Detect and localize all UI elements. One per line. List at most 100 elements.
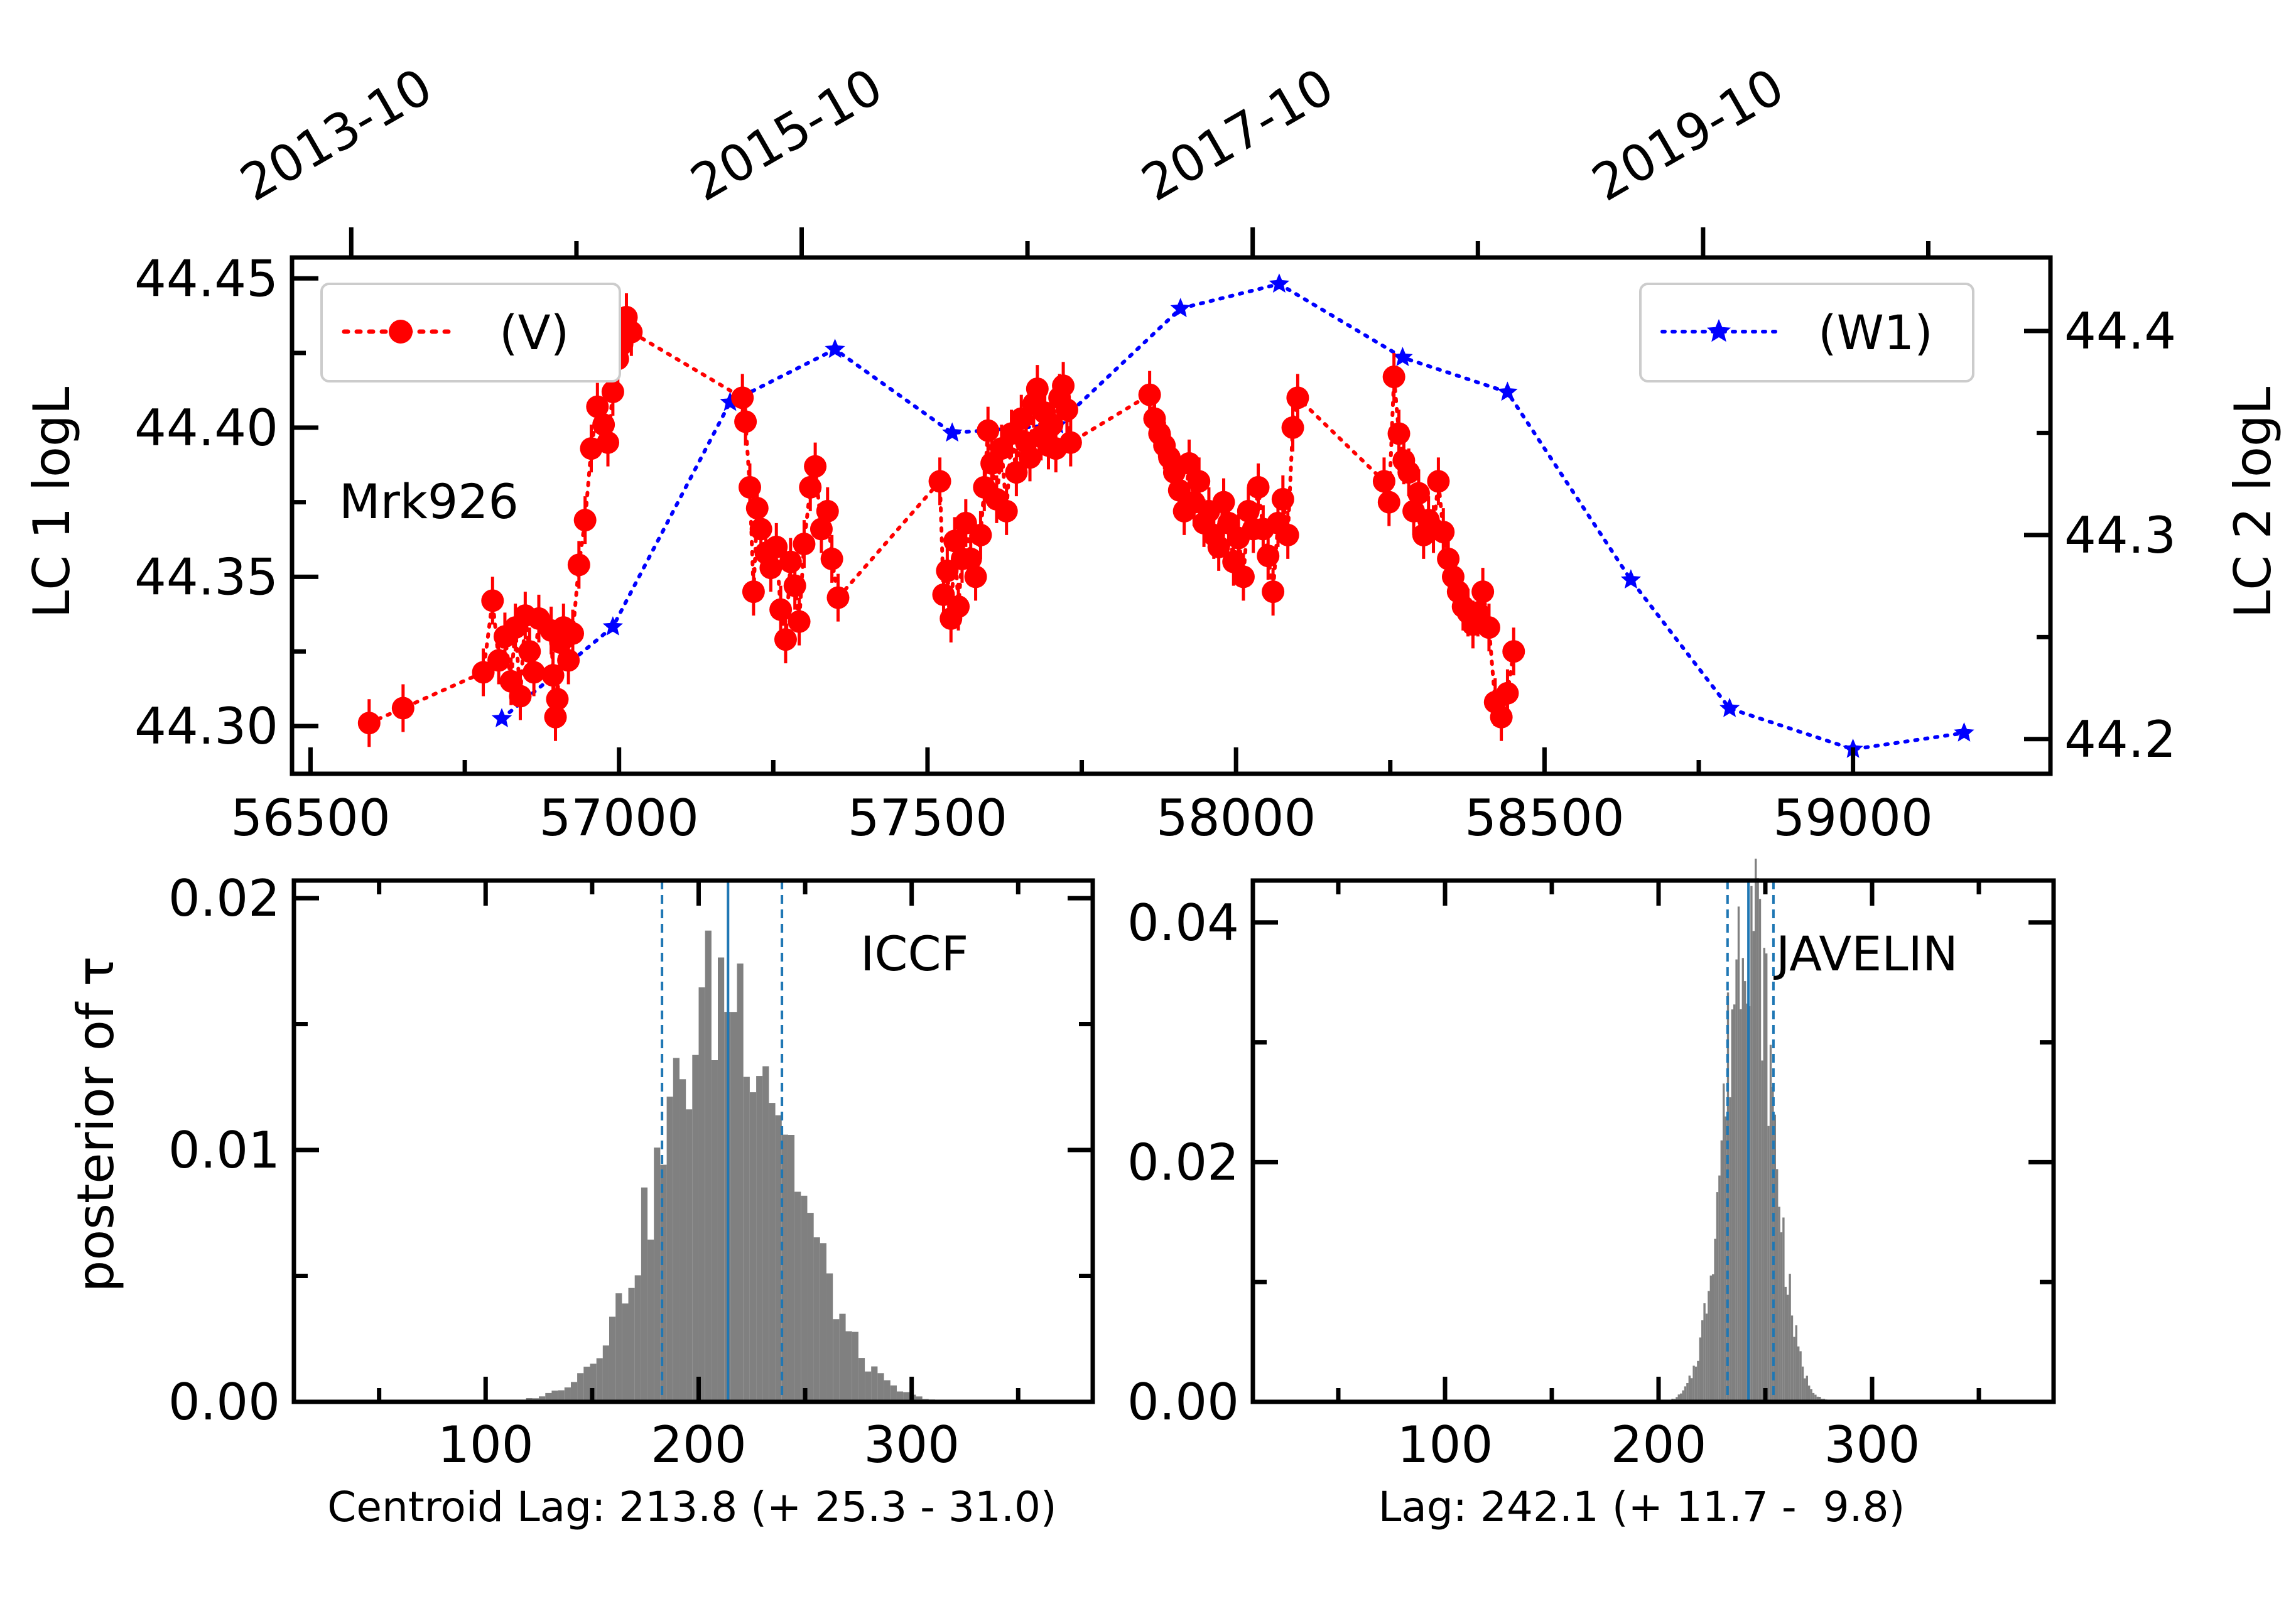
histogram-bar bbox=[1812, 1392, 1815, 1402]
histogram-bar bbox=[1752, 931, 1755, 1402]
v-point bbox=[1138, 383, 1161, 406]
y-tick-label: 0.02 bbox=[168, 869, 280, 928]
histogram-bar bbox=[551, 1391, 558, 1402]
v-point bbox=[523, 661, 546, 684]
histogram-bar bbox=[1744, 981, 1746, 1402]
histogram-bar bbox=[896, 1391, 904, 1402]
histogram-bar bbox=[1793, 1337, 1795, 1402]
legend-v-box bbox=[320, 283, 621, 382]
v-series bbox=[357, 293, 1525, 747]
right-y-tick-label: 44.2 bbox=[2064, 710, 2176, 769]
left-y-tick-label: 44.40 bbox=[134, 399, 278, 457]
histogram-bar bbox=[1780, 1232, 1783, 1402]
histogram-bar bbox=[1726, 992, 1730, 1402]
v-point bbox=[1026, 377, 1049, 401]
right-y-axis-label: LC 2 logL bbox=[2224, 386, 2282, 618]
histogram-bar bbox=[673, 1058, 680, 1402]
left-y-axis-label: LC 1 logL bbox=[23, 386, 81, 618]
left-y-tick-label: 44.35 bbox=[134, 548, 278, 606]
v-point bbox=[391, 697, 414, 720]
histogram-bar bbox=[1789, 1274, 1791, 1402]
histogram-bar bbox=[865, 1371, 872, 1402]
v-point bbox=[1052, 374, 1075, 398]
v-point bbox=[804, 455, 827, 478]
v-point bbox=[745, 497, 769, 520]
iccf-axes: 100 200 300 0.00 0.01 0.02 bbox=[168, 869, 1095, 1474]
javelin-lag-lines bbox=[1726, 881, 1775, 1402]
v-point bbox=[969, 523, 992, 546]
v-point bbox=[1257, 545, 1280, 568]
y-tick-label: 0.00 bbox=[1127, 1373, 1239, 1431]
v-point bbox=[561, 622, 585, 645]
v-point bbox=[1387, 422, 1411, 445]
v-point bbox=[765, 535, 788, 558]
histogram-bar bbox=[1767, 1125, 1770, 1402]
histogram-bar bbox=[1784, 1286, 1787, 1402]
histogram-bar bbox=[1769, 1044, 1772, 1402]
y-tick-label: 0.00 bbox=[168, 1373, 280, 1431]
v-point bbox=[1232, 565, 1255, 588]
v-point bbox=[1212, 491, 1235, 514]
histogram-bar bbox=[1782, 1217, 1785, 1402]
light-curve-panel: 56500 57000 57500 58000 58500 59000 2013-10 201… bbox=[23, 57, 2282, 847]
histogram-bar bbox=[1725, 1116, 1727, 1402]
histogram-bar bbox=[1776, 1169, 1779, 1402]
histogram-bar bbox=[730, 1012, 737, 1402]
v-point bbox=[1382, 366, 1405, 389]
w1-point bbox=[1170, 298, 1191, 317]
histogram-bar bbox=[1684, 1386, 1687, 1402]
top-x-tick-label: 2015-10 bbox=[681, 57, 892, 213]
histogram-bar bbox=[1778, 1207, 1780, 1402]
histogram-bar bbox=[1701, 1320, 1704, 1402]
histogram-bar bbox=[1757, 878, 1759, 1402]
histogram-bar bbox=[877, 1373, 884, 1402]
histogram-bar bbox=[1795, 1325, 1797, 1402]
histogram-bar bbox=[622, 1303, 629, 1402]
histogram-bar bbox=[1765, 953, 1768, 1402]
v-point bbox=[826, 586, 850, 609]
v-point bbox=[788, 610, 811, 633]
v-point bbox=[1207, 535, 1230, 558]
v-point bbox=[1188, 470, 1211, 493]
legend-w1-box bbox=[1639, 283, 1974, 382]
x-tick-label: 200 bbox=[1611, 1416, 1707, 1474]
histogram-frame bbox=[291, 878, 1095, 1404]
v-point bbox=[779, 550, 802, 573]
v-point bbox=[1377, 491, 1400, 514]
w1-point bbox=[1620, 569, 1642, 589]
histogram-bar bbox=[1718, 1175, 1721, 1402]
x-tick-label: 57000 bbox=[539, 789, 699, 847]
v-point bbox=[799, 475, 822, 499]
v-point bbox=[1055, 398, 1078, 421]
w1-point bbox=[942, 422, 963, 442]
v-point bbox=[738, 475, 761, 499]
light-curve-frame bbox=[290, 255, 2053, 776]
histogram-bar bbox=[1816, 1396, 1819, 1402]
histogram-bar bbox=[1676, 1397, 1678, 1402]
v-point bbox=[943, 529, 967, 553]
histogram-bar bbox=[1787, 1294, 1789, 1402]
legend-v: (V) bbox=[320, 283, 621, 382]
histogram-bar bbox=[858, 1358, 865, 1402]
v-point bbox=[793, 533, 816, 556]
histogram-bar bbox=[641, 1187, 648, 1402]
histogram-bar bbox=[705, 930, 712, 1402]
top-x-tick-label: 2019-10 bbox=[1583, 57, 1794, 213]
histogram-bar bbox=[1773, 1114, 1776, 1402]
v-point bbox=[759, 556, 782, 580]
x-tick-label: 100 bbox=[438, 1416, 534, 1474]
histogram-bar bbox=[558, 1390, 565, 1402]
y-tick-label: 0.02 bbox=[1127, 1133, 1239, 1191]
histogram-bar bbox=[794, 1191, 801, 1402]
v-point bbox=[573, 509, 597, 532]
javelin-annotation: JAVELIN bbox=[1773, 926, 1958, 982]
histogram-bar bbox=[1799, 1351, 1802, 1402]
histogram-bar bbox=[1720, 1140, 1723, 1402]
histogram-bar bbox=[602, 1345, 609, 1402]
histogram-bar bbox=[539, 1396, 546, 1402]
v-point bbox=[928, 470, 951, 493]
histogram-bar bbox=[698, 987, 705, 1402]
w1-point bbox=[491, 708, 512, 727]
histogram-bar bbox=[1731, 1009, 1733, 1402]
